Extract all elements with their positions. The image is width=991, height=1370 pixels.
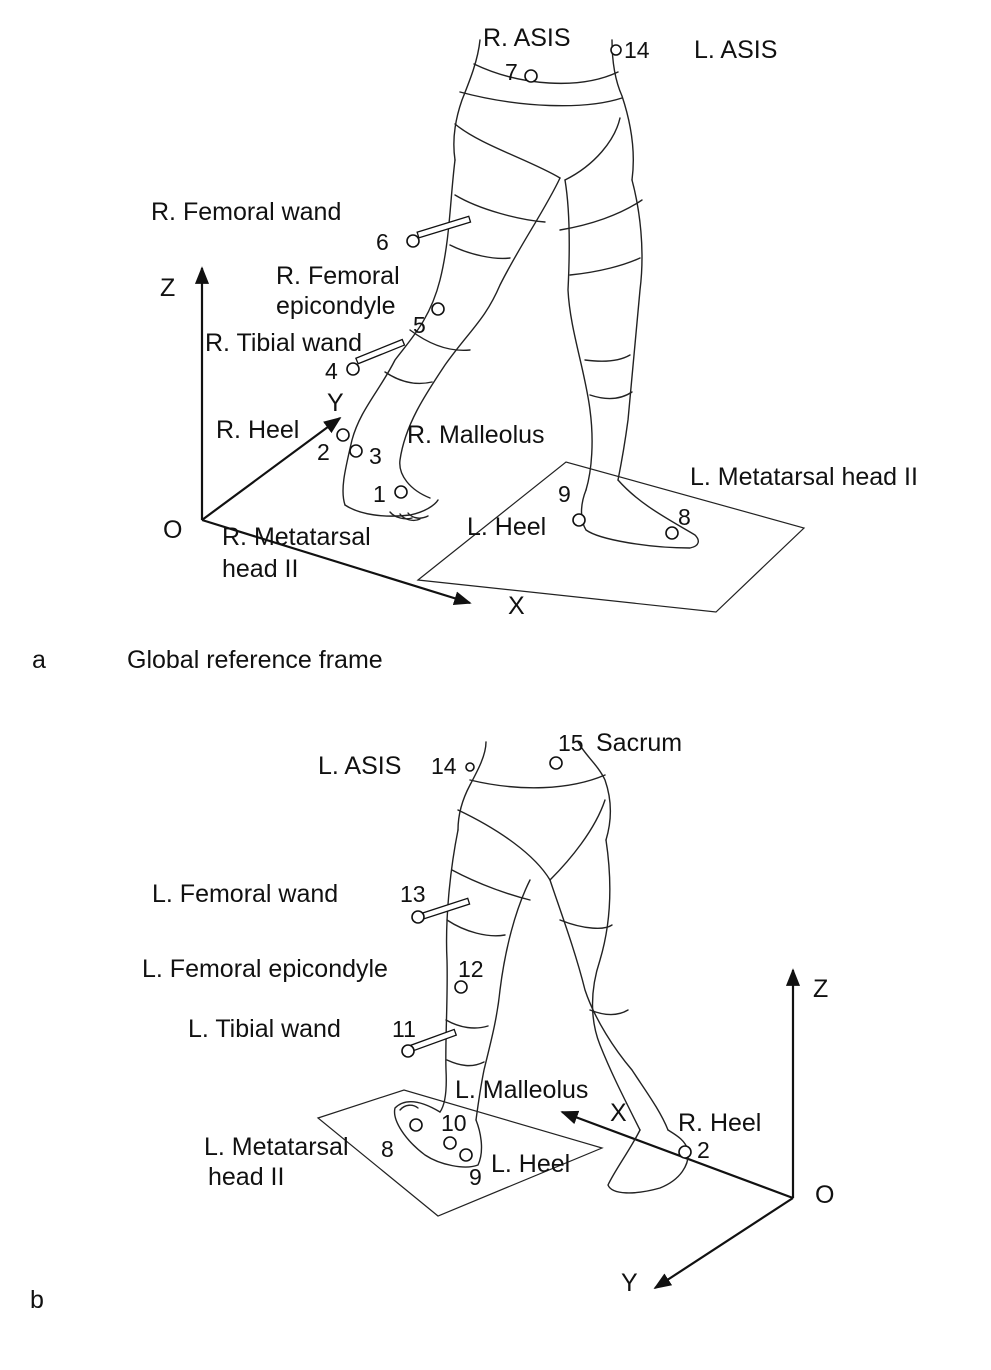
axis-label-origin-a: O: [163, 516, 182, 544]
label-l-heel-b: L. Heel: [491, 1150, 570, 1178]
axis-label-z-a: Z: [160, 274, 175, 302]
num-15-b: 15: [558, 730, 584, 756]
num-12-b: 12: [458, 956, 484, 982]
marker-5-a: [431, 302, 445, 316]
label-r-femoral-epicondyle-1: R. Femoral: [276, 262, 400, 290]
label-l-malleolus: L. Malleolus: [455, 1076, 588, 1104]
panel-a: R. ASIS L. ASIS R. Femoral wand R. Femor…: [32, 24, 918, 674]
label-r-heel-b: R. Heel: [678, 1109, 761, 1137]
marker-3-a: [349, 444, 363, 458]
panel-b: L. ASIS Sacrum L. Femoral wand L. Femora…: [30, 729, 834, 1314]
marker-11-b: [401, 1044, 415, 1058]
label-r-heel-a: R. Heel: [216, 416, 299, 444]
axis-label-z-b: Z: [813, 975, 828, 1003]
marker-9-b: [459, 1148, 473, 1162]
marker-8-a: [665, 526, 679, 540]
force-plate-a: [416, 461, 806, 613]
l-tibial-wand-rod: [410, 1028, 458, 1052]
marker-14-b: [465, 762, 475, 772]
num-5-a: 5: [413, 312, 426, 338]
label-l-tibial-wand: L. Tibial wand: [188, 1015, 341, 1043]
num-1-a: 1: [373, 481, 386, 507]
label-r-femoral-wand: R. Femoral wand: [151, 198, 341, 226]
marker-2-b: [678, 1145, 692, 1159]
num-10-b: 10: [441, 1110, 467, 1136]
axis-label-y-a: Y: [327, 389, 344, 417]
label-l-metatarsal-head-ii-a: L. Metatarsal head II: [690, 463, 918, 491]
marker-10-b: [443, 1136, 457, 1150]
num-7-a: 7: [505, 59, 518, 85]
y-axis-a: [201, 416, 342, 521]
marker-14-a: [610, 44, 622, 56]
num-11-b: 11: [392, 1016, 416, 1042]
lower-body-illustration-b: [393, 741, 689, 1194]
marker-15-b: [549, 756, 563, 770]
num-6-a: 6: [376, 229, 389, 255]
num-14-b: 14: [431, 753, 457, 779]
num-4-a: 4: [325, 358, 338, 384]
force-plate-b: [316, 1089, 604, 1217]
num-3-a: 3: [369, 443, 382, 469]
label-r-malleolus: R. Malleolus: [407, 421, 545, 449]
marker-1-a: [394, 485, 408, 499]
panel-caption-a: Global reference frame: [127, 646, 383, 674]
axis-label-y-b: Y: [621, 1269, 638, 1297]
markers-a: [336, 44, 679, 540]
marker-6-a: [406, 234, 420, 248]
marker-12-b: [454, 980, 468, 994]
marker-4-a: [346, 362, 360, 376]
marker-9-a: [572, 513, 586, 527]
x-axis-a: [201, 518, 472, 606]
global-axes-b: [560, 968, 801, 1289]
axis-label-x-b: X: [610, 1099, 627, 1127]
label-l-femoral-wand: L. Femoral wand: [152, 880, 338, 908]
num-9-a: 9: [558, 481, 571, 507]
r-femoral-wand-rod: [416, 215, 472, 239]
label-r-metatarsal-2: head II: [222, 555, 298, 583]
r-tibial-wand-rod: [355, 338, 406, 365]
l-femoral-wand-rod: [421, 897, 471, 920]
axis-label-x-a: X: [508, 592, 525, 620]
marker-7-a: [524, 69, 538, 83]
num-2-a: 2: [317, 439, 330, 465]
num-9-b: 9: [469, 1164, 482, 1190]
label-l-heel-a: L. Heel: [467, 513, 546, 541]
y-axis-b: [653, 1197, 794, 1289]
markers-b: [401, 756, 692, 1162]
x-axis-b: [560, 1110, 794, 1200]
axis-label-origin-b: O: [815, 1181, 834, 1209]
label-l-asis-a: L. ASIS: [694, 36, 777, 64]
label-r-asis-a: R. ASIS: [483, 24, 571, 52]
label-l-metatarsal-2: head II: [208, 1163, 284, 1191]
panel-letter-a: a: [32, 646, 46, 674]
label-sacrum: Sacrum: [596, 729, 682, 757]
num-8-a: 8: [678, 504, 691, 530]
marker-13-b: [411, 910, 425, 924]
label-l-femoral-epicondyle: L. Femoral epicondyle: [142, 955, 388, 983]
label-r-femoral-epicondyle-2: epicondyle: [276, 292, 396, 320]
num-13-b: 13: [400, 881, 426, 907]
label-l-metatarsal-1: L. Metatarsal: [204, 1133, 349, 1161]
label-r-metatarsal-1: R. Metatarsal: [222, 523, 371, 551]
num-2-b: 2: [697, 1137, 710, 1163]
num-14-a: 14: [624, 37, 650, 63]
panel-letter-b: b: [30, 1286, 44, 1314]
marker-2-a: [336, 428, 350, 442]
lower-body-illustration-a: [342, 39, 699, 549]
label-r-tibial-wand: R. Tibial wand: [205, 329, 362, 357]
num-8-b: 8: [381, 1136, 394, 1162]
global-axes-a: [194, 266, 472, 606]
label-l-asis-b: L. ASIS: [318, 752, 401, 780]
marker-8-b: [409, 1118, 423, 1132]
